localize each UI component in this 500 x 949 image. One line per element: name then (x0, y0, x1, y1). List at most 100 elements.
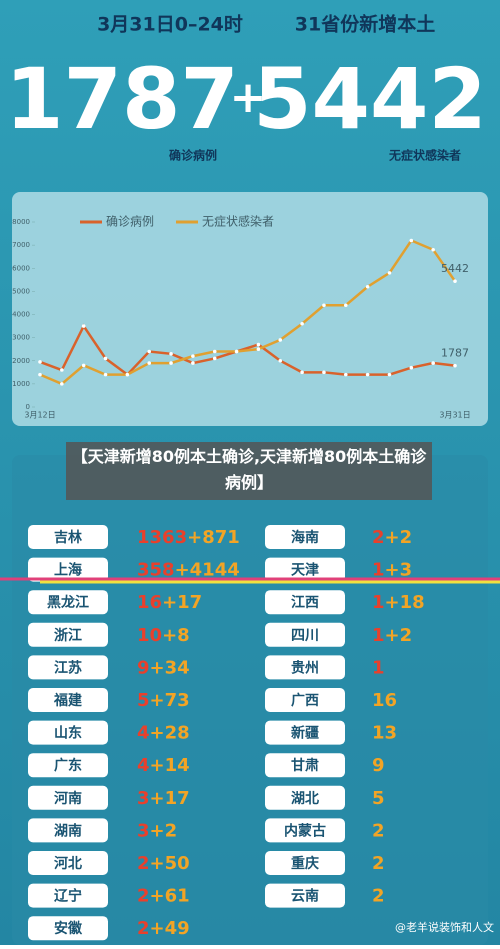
point (169, 361, 173, 365)
y-tick-label: 5000 (12, 287, 30, 295)
province-pill (265, 590, 345, 615)
point (103, 356, 108, 361)
legend-label: 无症状感染者 (202, 214, 274, 229)
confirmed: 3 (137, 820, 150, 841)
point (431, 247, 435, 252)
province-pill (28, 688, 108, 712)
end-label: 5442 (441, 262, 469, 275)
case-numbers: 2+2 (372, 527, 412, 548)
point (322, 303, 326, 308)
province-name: 甘肃 (291, 757, 319, 774)
legend-label: 确诊病例 (106, 214, 154, 229)
point (387, 271, 392, 275)
point (60, 368, 64, 372)
province-pill (265, 622, 345, 647)
asymptomatic: 9 (372, 755, 385, 776)
y-tick-label: 2000 (12, 357, 30, 365)
confirmed: 3 (137, 788, 150, 809)
point (278, 358, 283, 363)
case-numbers: 2 (372, 853, 385, 874)
province-name: 吉林 (54, 529, 82, 546)
province-pill (265, 818, 345, 843)
point (256, 347, 261, 351)
case-numbers: 2+61 (137, 886, 190, 907)
case-numbers: 1+3 (372, 560, 412, 581)
province-name: 辽宁 (54, 888, 82, 905)
province-name: 广西 (291, 692, 319, 709)
y-tick-label: 6000 (12, 264, 30, 272)
point (234, 349, 239, 354)
asymptomatic: +18 (385, 592, 425, 613)
point (147, 349, 152, 354)
confirmed-label: 确诊病例 (169, 148, 217, 163)
confirmed: 2 (137, 853, 150, 874)
asymptomatic: +2 (385, 625, 413, 646)
case-numbers: 4+28 (137, 723, 190, 744)
province-pill (265, 785, 345, 810)
point (343, 303, 348, 308)
case-numbers: 16+17 (137, 592, 202, 613)
point (103, 372, 108, 377)
province-pill (265, 851, 345, 875)
x-tick-label: 3月31日 (439, 411, 470, 420)
case-numbers: 9+34 (137, 657, 190, 678)
province-pill (28, 655, 108, 680)
case-numbers: 1 (372, 657, 385, 678)
province-name: 新疆 (291, 725, 319, 742)
y-tick-label: 0 (26, 403, 30, 411)
confirmed: 16 (137, 592, 162, 613)
province-name: 四川 (291, 628, 319, 644)
confirmed: 1 (372, 625, 385, 646)
point (38, 360, 42, 364)
confirmed: 9 (137, 657, 150, 678)
asymptomatic: +14 (150, 755, 190, 776)
province-name: 云南 (291, 888, 319, 905)
province-pill (28, 883, 108, 908)
point (212, 356, 217, 361)
asymptomatic-total: 5442 (253, 50, 487, 148)
province-name: 福建 (53, 692, 82, 709)
confirmed: 2 (137, 886, 150, 907)
province-name: 重庆 (291, 855, 319, 872)
case-numbers: 4+14 (137, 755, 190, 776)
asymptomatic: 13 (372, 723, 397, 744)
asymptomatic: 16 (372, 690, 397, 711)
confirmed: 1 (372, 592, 385, 613)
asymptomatic: +871 (187, 527, 240, 548)
confirmed: 1363 (137, 527, 187, 548)
point (431, 361, 435, 365)
province-name: 江西 (291, 594, 319, 611)
point (365, 372, 370, 377)
asymptomatic: +61 (150, 886, 190, 907)
case-numbers: 5 (372, 788, 385, 809)
province-pill (28, 557, 108, 582)
province-pill (265, 720, 345, 745)
province-pill (28, 753, 108, 778)
province-pill (265, 525, 345, 549)
province-pill (265, 557, 345, 582)
asymptomatic: 2 (372, 853, 385, 874)
plus-sign: + (230, 72, 267, 123)
date: 3月31日0–24时 (97, 14, 243, 36)
series-line (39, 323, 456, 377)
point (365, 284, 370, 289)
province-pill (28, 590, 108, 615)
case-numbers: 13 (372, 723, 397, 744)
point (387, 372, 392, 377)
chart-panel (12, 192, 488, 426)
point (147, 361, 152, 365)
case-numbers: 10+8 (137, 625, 190, 646)
asymptomatic: +73 (150, 690, 190, 711)
confirmed-total: 1787 (5, 50, 239, 148)
point (300, 321, 304, 326)
caption-wrap: 【天津新增80例本土确诊,天津新增80例本土确诊病例】 (72, 447, 427, 492)
case-numbers: 358+4144 (137, 560, 240, 581)
confirmed: 2 (372, 527, 385, 548)
asymptomatic: 2 (372, 820, 385, 841)
point (81, 324, 86, 328)
asymptomatic: +17 (150, 788, 190, 809)
confirmed: 5 (137, 690, 150, 711)
asymptomatic-label: 无症状感染者 (388, 148, 461, 163)
end-label: 1787 (441, 347, 469, 360)
case-numbers: 1363+871 (137, 527, 240, 548)
